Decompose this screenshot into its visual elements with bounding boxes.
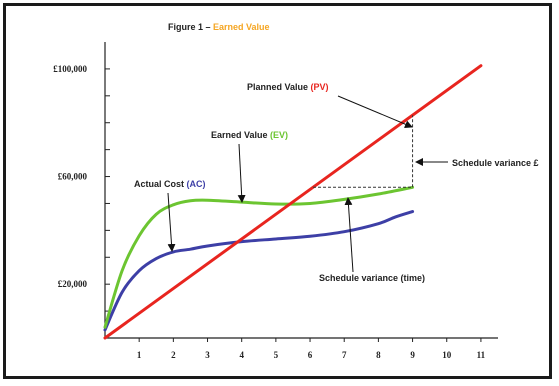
x-tick-label: 7 <box>342 350 347 360</box>
series-line-pv <box>103 64 483 340</box>
chart-frame: Figure 1 – Earned Value 1 2 3 4 5 6 7 8 9 10 11 £1… <box>3 3 552 379</box>
chart-title-prefix: Figure 1 – <box>168 22 213 32</box>
x-tick-label: 5 <box>274 350 279 360</box>
y-tick-label: £60,000 <box>58 172 88 182</box>
series-line-ac <box>103 210 415 332</box>
y-tick-label: £20,000 <box>58 279 88 289</box>
pv-abbr: (PV) <box>311 82 329 92</box>
series-line-ev <box>103 185 415 329</box>
ev-annotation: Earned Value (EV) <box>211 130 288 140</box>
x-tick-label: 11 <box>477 350 486 360</box>
ac-annotation: Actual Cost (AC) <box>134 179 206 189</box>
chart-title: Figure 1 – Earned Value <box>168 22 270 32</box>
ac-label: Actual Cost <box>134 179 187 189</box>
pv-label: Planned Value <box>247 82 311 92</box>
x-tick-label: 9 <box>410 350 415 360</box>
x-tick-label: 6 <box>308 350 313 360</box>
x-tick-label: 8 <box>376 350 381 360</box>
x-tick-label: 1 <box>137 350 142 360</box>
sv-time-annotation: Schedule variance (time) <box>319 273 425 283</box>
x-tick-label: 2 <box>171 350 176 360</box>
ev-label: Earned Value <box>211 130 270 140</box>
pv-arrow <box>337 95 413 128</box>
ac-arrow <box>167 192 176 252</box>
x-tick-label: 3 <box>205 350 210 360</box>
ev-arrow <box>237 143 246 203</box>
x-tick-label: 10 <box>442 350 452 360</box>
x-tick-label: 4 <box>239 350 244 360</box>
sv-cost-annotation: Schedule variance £ <box>452 158 539 168</box>
ac-abbr: (AC) <box>187 179 206 189</box>
chart-title-highlight: Earned Value <box>213 22 270 32</box>
sv-time-arrow <box>344 197 354 273</box>
earned-value-chart: Figure 1 – Earned Value 1 2 3 4 5 6 7 8 9 10 11 £1… <box>53 22 539 360</box>
y-tick-label: £100,000 <box>53 64 87 74</box>
ev-abbr: (EV) <box>270 130 288 140</box>
pv-annotation: Planned Value (PV) <box>247 82 329 92</box>
